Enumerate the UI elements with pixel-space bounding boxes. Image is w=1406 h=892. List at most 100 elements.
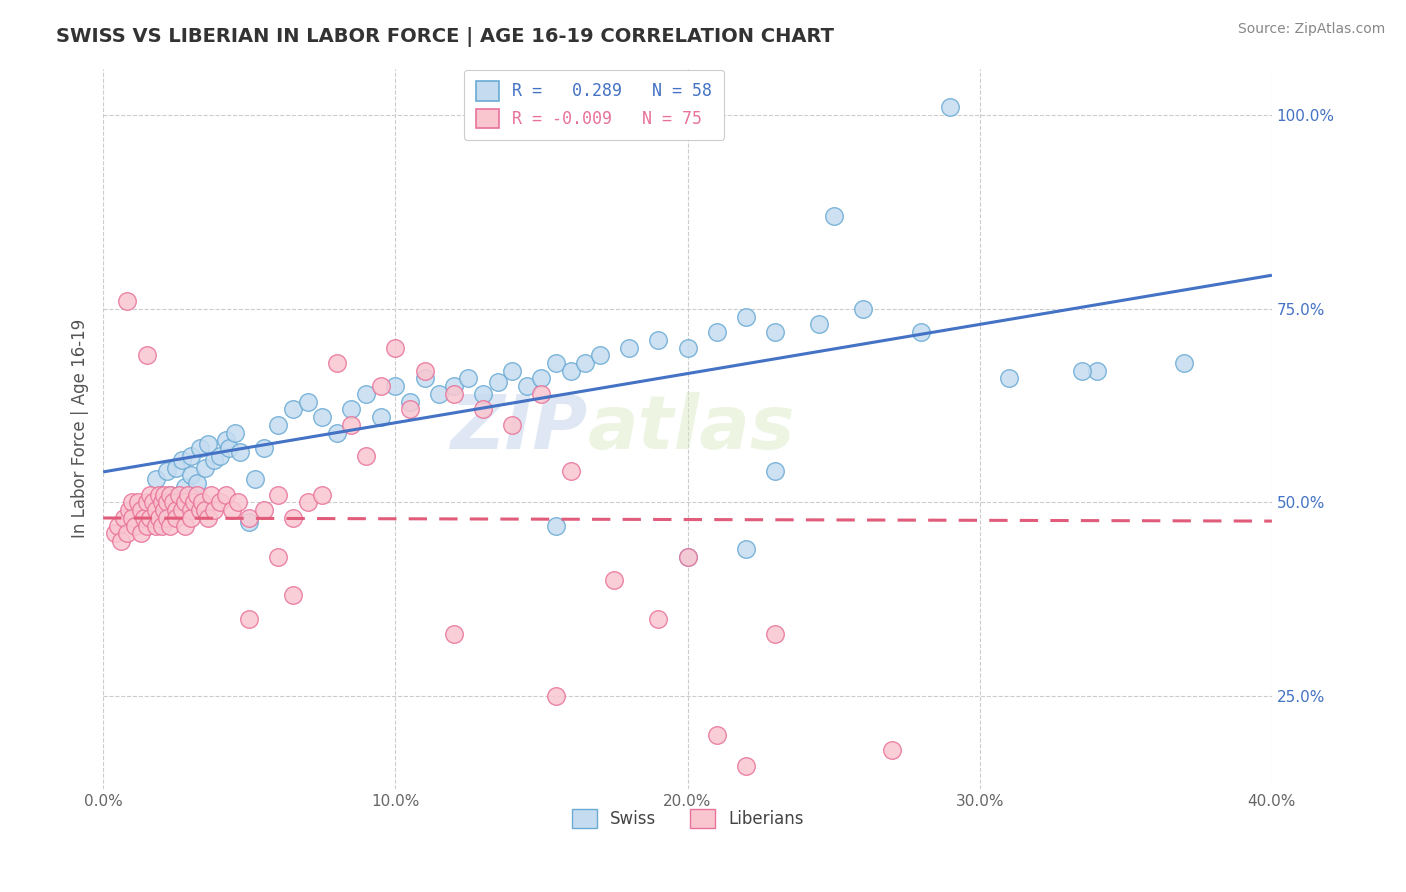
Point: [297, 394, 319, 409]
Point: [156, 495, 179, 509]
Point: [516, 379, 538, 393]
Point: [124, 518, 146, 533]
Point: [112, 511, 135, 525]
Point: [139, 488, 162, 502]
Point: [763, 325, 786, 339]
Point: [384, 341, 406, 355]
Point: [544, 690, 567, 704]
Point: [763, 465, 786, 479]
Point: [617, 341, 640, 355]
Point: [183, 495, 205, 509]
Point: [735, 541, 758, 556]
Point: [413, 371, 436, 385]
Point: [215, 434, 238, 448]
Point: [165, 503, 187, 517]
Point: [162, 495, 184, 509]
Point: [142, 495, 165, 509]
Point: [735, 759, 758, 773]
Point: [880, 743, 903, 757]
Point: [186, 488, 208, 502]
Point: [443, 387, 465, 401]
Point: [224, 425, 246, 440]
Point: [180, 503, 202, 517]
Point: [115, 526, 138, 541]
Text: Source: ZipAtlas.com: Source: ZipAtlas.com: [1237, 22, 1385, 37]
Point: [297, 495, 319, 509]
Text: atlas: atlas: [588, 392, 796, 466]
Point: [326, 425, 349, 440]
Point: [808, 318, 831, 332]
Point: [165, 511, 187, 525]
Point: [174, 518, 197, 533]
Point: [145, 518, 167, 533]
Y-axis label: In Labor Force | Age 16-19: In Labor Force | Age 16-19: [72, 319, 89, 539]
Point: [115, 293, 138, 308]
Point: [326, 356, 349, 370]
Point: [413, 364, 436, 378]
Point: [1173, 356, 1195, 370]
Point: [167, 488, 190, 502]
Point: [281, 589, 304, 603]
Point: [186, 476, 208, 491]
Point: [281, 511, 304, 525]
Point: [910, 325, 932, 339]
Point: [1085, 364, 1108, 378]
Point: [132, 511, 155, 525]
Point: [735, 310, 758, 324]
Point: [1071, 364, 1094, 378]
Point: [384, 379, 406, 393]
Point: [399, 402, 422, 417]
Point: [150, 503, 173, 517]
Point: [121, 495, 143, 509]
Point: [121, 511, 143, 525]
Point: [174, 495, 197, 509]
Point: [191, 495, 214, 509]
Point: [501, 417, 523, 432]
Point: [139, 511, 162, 525]
Point: [603, 573, 626, 587]
Point: [188, 503, 211, 517]
Point: [281, 402, 304, 417]
Point: [939, 100, 962, 114]
Point: [208, 449, 231, 463]
Point: [544, 356, 567, 370]
Point: [197, 511, 219, 525]
Point: [370, 410, 392, 425]
Point: [177, 488, 200, 502]
Point: [129, 526, 152, 541]
Point: [180, 449, 202, 463]
Point: [238, 612, 260, 626]
Point: [589, 348, 612, 362]
Point: [544, 518, 567, 533]
Point: [156, 511, 179, 525]
Point: [340, 417, 363, 432]
Point: [763, 627, 786, 641]
Point: [852, 301, 875, 316]
Point: [472, 387, 495, 401]
Point: [218, 442, 240, 456]
Point: [150, 518, 173, 533]
Point: [180, 511, 202, 525]
Point: [574, 356, 596, 370]
Point: [253, 503, 276, 517]
Point: [530, 371, 553, 385]
Point: [676, 549, 699, 564]
Text: SWISS VS LIBERIAN IN LABOR FORCE | AGE 16-19 CORRELATION CHART: SWISS VS LIBERIAN IN LABOR FORCE | AGE 1…: [56, 27, 834, 46]
Point: [136, 518, 159, 533]
Point: [194, 460, 217, 475]
Text: ZIP: ZIP: [451, 392, 588, 466]
Legend: Swiss, Liberians: Swiss, Liberians: [565, 803, 810, 835]
Point: [311, 488, 333, 502]
Point: [153, 488, 176, 502]
Point: [159, 518, 181, 533]
Point: [560, 465, 582, 479]
Point: [148, 488, 170, 502]
Point: [202, 503, 225, 517]
Point: [208, 495, 231, 509]
Point: [170, 503, 193, 517]
Point: [145, 472, 167, 486]
Point: [215, 488, 238, 502]
Point: [457, 371, 479, 385]
Point: [167, 488, 190, 502]
Point: [370, 379, 392, 393]
